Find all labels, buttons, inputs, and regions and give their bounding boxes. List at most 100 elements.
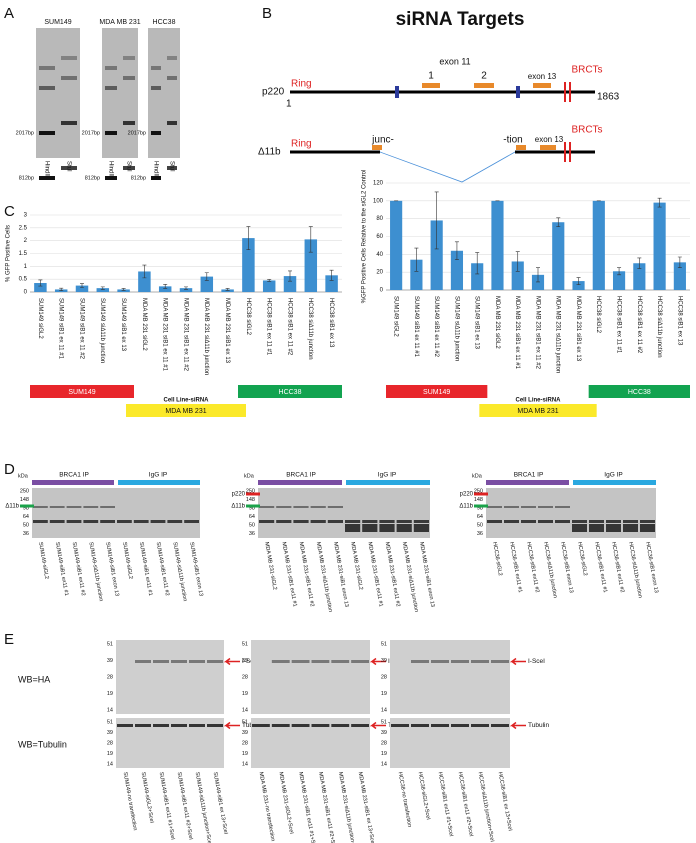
gel-band	[39, 66, 55, 70]
lane-label: MDA MB 231-no transfection	[258, 772, 276, 842]
error-bar	[288, 270, 292, 282]
blot-band	[189, 660, 205, 663]
lane-label: HindIII	[107, 161, 113, 179]
blot-band	[504, 506, 519, 508]
blot-band	[271, 724, 290, 727]
bar	[179, 288, 193, 292]
blot-band	[606, 524, 621, 532]
lane-label: MDA MB 231-siGL2	[263, 542, 277, 591]
x-tick-label: SUM149 siB1 ex 11 #2	[78, 298, 84, 360]
x-tick-label: MDA MB 231 siGL2	[141, 298, 147, 351]
group-label: SUM149	[68, 389, 95, 396]
error-bar	[80, 283, 84, 288]
mw-marker: 250	[20, 488, 29, 494]
band-label: I-SceI	[242, 658, 259, 665]
band-label: Δ11b	[231, 504, 245, 510]
error-bar	[414, 247, 419, 272]
mw-marker: 28	[242, 674, 248, 680]
group-label: SUM149	[423, 389, 450, 396]
bar	[673, 262, 686, 290]
lane-label: SUM149-siB1 ex11 #2+SceI	[176, 772, 194, 841]
band-arrow	[474, 504, 488, 508]
y-tick-label: 80	[376, 216, 383, 222]
ip-label: IgG IP	[149, 472, 167, 479]
domain-label: BRCTs	[571, 65, 602, 76]
x-tick-label: SUM149 siB1 ex 13	[120, 298, 126, 352]
lane-label: HCC38-siGL2	[491, 542, 503, 577]
error-bar	[59, 287, 64, 292]
blot-band	[431, 660, 449, 663]
lane-label: SUM149-siB1 ex11 #2	[155, 542, 170, 597]
ip-bar	[32, 480, 114, 485]
blot-band	[83, 506, 99, 508]
lane-label: HCC38-siΔ11b junction+SceI	[477, 772, 495, 843]
x-tick-label: SUM149 siB1 ex 11 #1	[413, 296, 419, 358]
blot-band	[207, 660, 223, 663]
target-label: 2	[481, 71, 487, 82]
blot-image	[390, 640, 510, 714]
mw-marker: 250	[246, 488, 255, 494]
mw-marker: 19	[107, 691, 113, 697]
lane-label: HCC38-siB1 ex11 #2	[525, 542, 540, 594]
mw-marker: 148	[20, 497, 29, 503]
blot-band	[491, 724, 509, 727]
mw-marker: 39	[381, 730, 387, 736]
bar	[531, 274, 545, 290]
band-arrow	[223, 721, 240, 730]
mw-marker: 250	[474, 488, 483, 494]
bar	[325, 275, 338, 292]
x-tick-label: HCC38 siB1 ex 11 #1	[615, 296, 621, 354]
blot-band	[411, 660, 429, 663]
lane-label: SUM149-siGL2	[37, 542, 49, 580]
error-bar	[38, 279, 43, 287]
lane-label: SUM149-siGL2+SceI	[140, 772, 155, 825]
group-box	[588, 385, 690, 398]
blot-band	[538, 520, 553, 523]
panel-letter: D	[4, 461, 15, 478]
blot-band	[538, 506, 553, 508]
y-tick-label: 0	[380, 288, 384, 294]
mw-marker: 64	[23, 514, 29, 520]
lane-label: HCC38-siB1 ex11 #1+SceI	[437, 772, 454, 838]
gel-band	[151, 131, 161, 135]
blot-band	[33, 520, 48, 523]
blot-band	[310, 520, 326, 523]
y-tick-label: 1	[24, 264, 28, 270]
blot-band	[379, 524, 395, 532]
blot-band	[259, 520, 275, 523]
group-box	[238, 385, 342, 398]
blot-band	[413, 520, 429, 523]
mw-marker: 14	[381, 707, 387, 713]
blot-band	[259, 506, 275, 508]
error-bar	[308, 226, 313, 253]
blot-image	[116, 640, 224, 714]
lane-label: HindIII	[43, 161, 49, 179]
x-tick-label: MDA MB 231 siB1 ex 11 #2	[182, 298, 188, 372]
bar	[572, 281, 585, 290]
mw-marker: 148	[474, 497, 483, 503]
error-bar	[204, 272, 209, 281]
blot-band	[504, 520, 519, 523]
mw-marker: 98	[477, 505, 483, 511]
ip-label: IgG IP	[378, 472, 396, 479]
mw-marker: 28	[381, 674, 387, 680]
blot-band	[471, 724, 489, 727]
unit-label: kDa	[244, 473, 255, 479]
gel-band	[39, 86, 55, 90]
mw-marker: 19	[242, 691, 248, 697]
blot-band	[327, 520, 343, 523]
lane-label: SUM149-siB1 ex11 #1	[138, 542, 153, 597]
row-label: WB=Tubulin	[18, 739, 67, 749]
bar	[491, 200, 504, 290]
blot-band	[606, 520, 621, 523]
x-tick-label: SUM149 siΔ11b junction	[99, 298, 105, 363]
error-bar	[121, 288, 126, 291]
blot-band	[271, 660, 290, 663]
bar	[138, 271, 151, 292]
x-tick-label: MDA MB 231 siΔ11b junction	[555, 296, 561, 373]
gel-band	[105, 66, 117, 70]
lane-label: SUM149-siB1 ex 13+SceI	[212, 772, 229, 836]
mw-marker: 28	[107, 674, 113, 680]
bar	[410, 259, 423, 290]
blot-band	[153, 724, 169, 727]
